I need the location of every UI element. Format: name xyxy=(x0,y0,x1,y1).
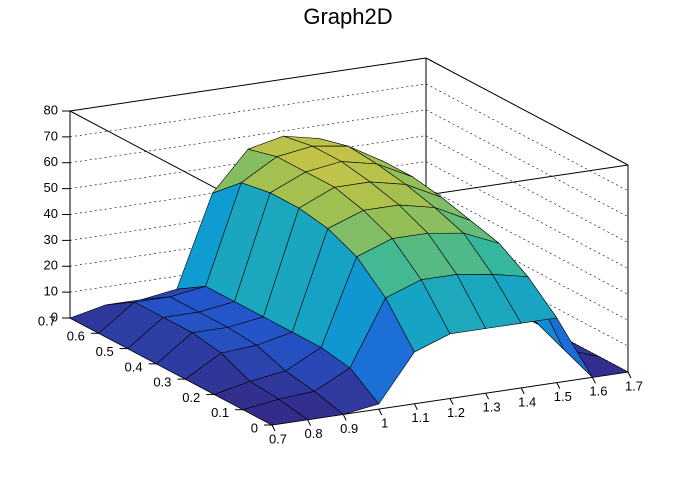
y-tick-label: 0.3 xyxy=(153,375,171,390)
z-tick-label: 30 xyxy=(44,232,58,247)
x-tick xyxy=(591,377,596,384)
x-tick-label: 1 xyxy=(381,416,388,431)
y-tick-label: 0.1 xyxy=(211,405,229,420)
surface-cell xyxy=(242,398,309,426)
x-tick-label: 1.4 xyxy=(518,394,536,409)
x-tick-label: 0.8 xyxy=(305,426,323,441)
z-tick-label: 70 xyxy=(44,128,58,143)
chart-title: Graph2D xyxy=(303,4,392,29)
z-tick-label: 10 xyxy=(44,284,58,299)
x-tick xyxy=(378,408,383,416)
z-tick-label: 50 xyxy=(44,180,58,195)
x-tick-label: 1.7 xyxy=(625,378,643,393)
frame xyxy=(69,57,427,112)
y-tick-label: 0.7 xyxy=(38,313,56,328)
x-tick xyxy=(627,371,632,379)
x-tick xyxy=(271,424,276,432)
x-tick-label: 0.7 xyxy=(269,431,287,446)
x-tick-label: 1.6 xyxy=(589,384,607,399)
x-tick-label: 1.5 xyxy=(554,389,572,404)
y-tick-label: 0.4 xyxy=(124,359,142,374)
z-tick-label: 80 xyxy=(44,102,58,117)
y-tick-label: 0 xyxy=(251,420,258,435)
x-tick-label: 1.3 xyxy=(483,400,501,415)
x-tick-label: 1.1 xyxy=(411,410,429,425)
frame xyxy=(425,57,629,166)
x-tick xyxy=(485,392,490,400)
z-tick-label: 0 xyxy=(51,309,58,324)
x-tick xyxy=(556,382,561,389)
y-tick-label: 0.5 xyxy=(96,344,114,359)
x-tick xyxy=(413,403,418,411)
x-tick xyxy=(307,419,312,426)
z-tick-label: 40 xyxy=(44,206,58,221)
x-tick xyxy=(449,398,454,405)
x-tick xyxy=(520,387,525,395)
y-tick-label: 0.6 xyxy=(67,329,85,344)
z-tick-label: 20 xyxy=(44,258,58,273)
x-tick-label: 0.9 xyxy=(340,421,358,436)
z-tick-label: 60 xyxy=(44,154,58,169)
y-tick-label: 0.2 xyxy=(182,390,200,405)
x-tick-label: 1.2 xyxy=(447,405,465,420)
x-tick xyxy=(342,414,347,421)
